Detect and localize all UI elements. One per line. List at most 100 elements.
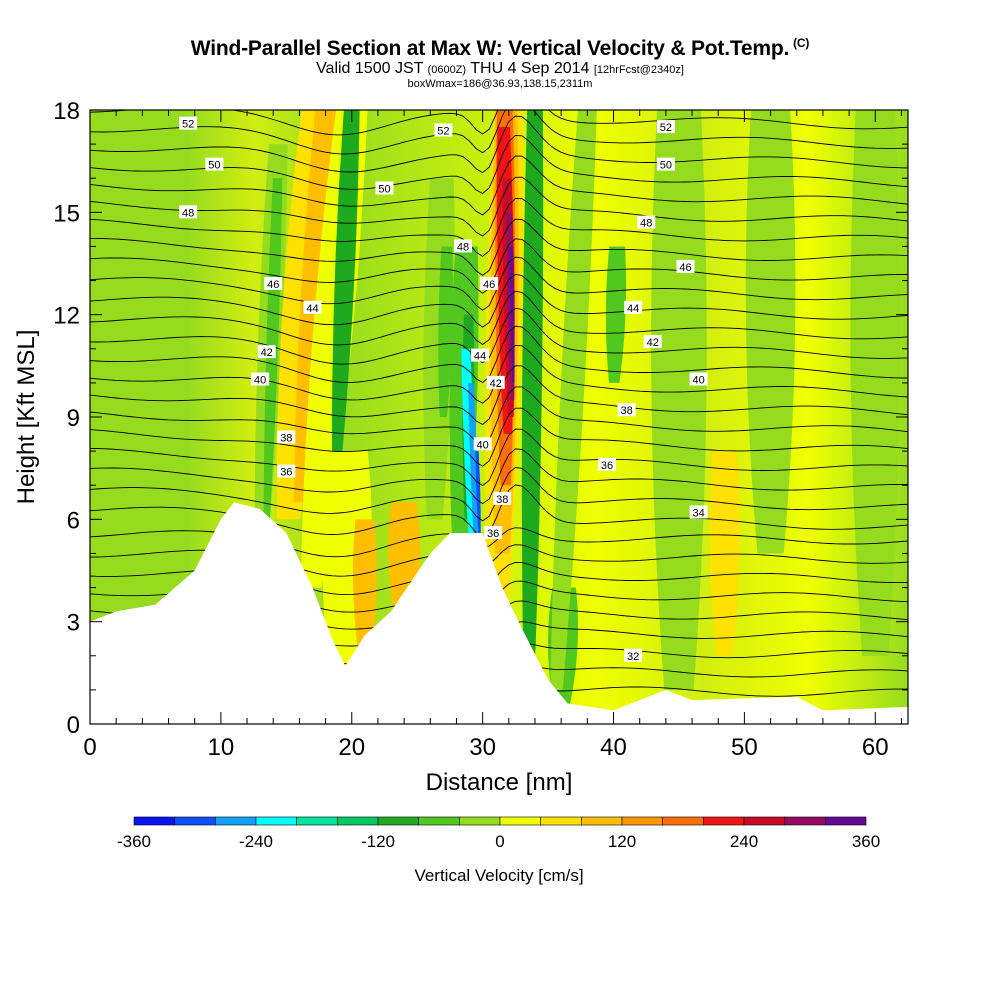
theta-contour-line	[90, 307, 908, 365]
theta-label-text: 46	[679, 262, 691, 274]
theta-label: 46	[480, 276, 499, 291]
theta-label-text: 36	[487, 528, 499, 540]
theta-label-box	[493, 491, 512, 505]
theta-label-text: 52	[437, 125, 449, 137]
theta-contour-line	[90, 256, 908, 311]
band-green-b	[331, 110, 360, 452]
colorbar-swatch	[215, 816, 257, 826]
theta-label-box	[597, 457, 616, 471]
theta-label-box	[689, 372, 708, 386]
theta-label: 44	[624, 300, 643, 315]
theta-label-text: 42	[490, 378, 502, 390]
colorbar-label: Vertical Velocity [cm/s]	[414, 866, 583, 885]
x-tick-label: 30	[469, 734, 496, 761]
colorbar-swatch	[621, 816, 663, 826]
colorbar-swatch	[296, 816, 338, 826]
forecast-info: [12hrFcst@2340z]	[593, 64, 684, 76]
y-tick-label: 15	[53, 200, 80, 227]
band-light-green-f	[850, 110, 901, 656]
theta-label-text: 38	[620, 405, 632, 417]
theta-label: 40	[473, 437, 492, 451]
theta-label: 46	[264, 276, 283, 291]
theta-label: 38	[277, 430, 296, 444]
y-tick-label: 0	[67, 712, 80, 739]
theta-label: 52	[434, 123, 453, 137]
theta-label-box	[277, 430, 296, 444]
theta-label: 38	[617, 403, 636, 417]
theta-label-box	[375, 181, 394, 195]
band-yellow-d	[709, 451, 740, 656]
theta-label-text: 34	[692, 508, 704, 520]
theta-label-box	[454, 239, 473, 253]
theta-label-box	[471, 348, 490, 362]
colorbar-tick-label: 0	[495, 832, 504, 851]
band-green-f	[521, 110, 544, 690]
y-tick-label: 9	[67, 405, 80, 432]
theta-label: 36	[484, 525, 503, 540]
theta-label: 38	[493, 491, 512, 506]
theta-label-text: 40	[477, 439, 489, 451]
theta-label-box	[264, 276, 283, 290]
colorbar-swatch	[133, 816, 175, 826]
theta-label-box	[205, 157, 224, 171]
theta-label: 36	[597, 457, 616, 472]
theta-contour-line	[90, 110, 908, 155]
theta-label: 50	[375, 181, 394, 195]
colorbar-swatch	[459, 816, 501, 826]
theta-label-text: 36	[601, 460, 613, 472]
theta-label-box	[257, 345, 276, 359]
title-block: Wind-Parallel Section at Max W: Vertical…	[0, 36, 1000, 91]
theta-label-text: 36	[280, 467, 292, 479]
colorbar-swatch	[499, 816, 541, 826]
colorbar-swatch	[581, 816, 623, 826]
theta-label-text: 52	[660, 122, 672, 134]
theta-label: 48	[454, 239, 473, 253]
x-tick-label: 60	[862, 734, 889, 761]
colorbar-swatch	[662, 816, 704, 826]
colorbar-swatch	[784, 816, 826, 826]
theta-contour-line	[90, 448, 908, 505]
theta-label: 40	[689, 372, 708, 386]
theta-label-box	[617, 403, 636, 417]
theta-label-text: 38	[496, 494, 508, 506]
theta-label-text: 32	[627, 651, 639, 663]
band-orange-b	[352, 519, 377, 656]
theta-label-box	[480, 276, 499, 290]
terrain	[90, 502, 908, 724]
theta-label: 42	[643, 334, 662, 349]
theta-label-text: 46	[483, 279, 495, 291]
theta-label: 50	[205, 157, 224, 172]
theta-label: 34	[689, 505, 708, 520]
theta-contour-line	[90, 273, 908, 328]
theta-contour-line	[90, 198, 908, 257]
theta-label-box	[624, 648, 643, 662]
theta-label-text: 50	[378, 183, 390, 195]
theta-label: 42	[257, 345, 276, 359]
y-axis-label: Height [Kft MSL]	[13, 330, 40, 505]
theta-label-box	[643, 334, 662, 348]
theta-contour-line	[90, 365, 908, 426]
theta-label: 32	[624, 648, 643, 663]
theta-label-text: 44	[474, 351, 486, 363]
theta-label-box	[676, 259, 695, 273]
theta-label-text: 52	[182, 119, 194, 131]
colorbar-swatch	[337, 816, 379, 826]
theta-contours	[90, 110, 908, 707]
theta-label-box	[303, 300, 322, 314]
theta-contour-labels: 52 52 52 50 50 50 48 48 48 46 46 46 44 44 44 42 42 42 40 40…	[179, 116, 708, 663]
colorbar-swatch	[825, 816, 867, 826]
theta-label-box	[179, 116, 198, 130]
box-info: boxWmax=186@36.93,138.15,2311m	[407, 78, 593, 90]
theta-label-box	[484, 525, 503, 539]
theta-label-text: 48	[457, 241, 469, 253]
theta-label-text: 46	[267, 279, 279, 291]
band-light-green-c	[550, 110, 597, 690]
theta-contour-line	[90, 407, 908, 467]
theta-label: 36	[277, 464, 296, 479]
y-tick-label: 3	[67, 610, 80, 637]
theta-label-text: 40	[254, 374, 266, 386]
theta-label-box	[486, 375, 505, 389]
theta-label: 48	[637, 215, 656, 230]
